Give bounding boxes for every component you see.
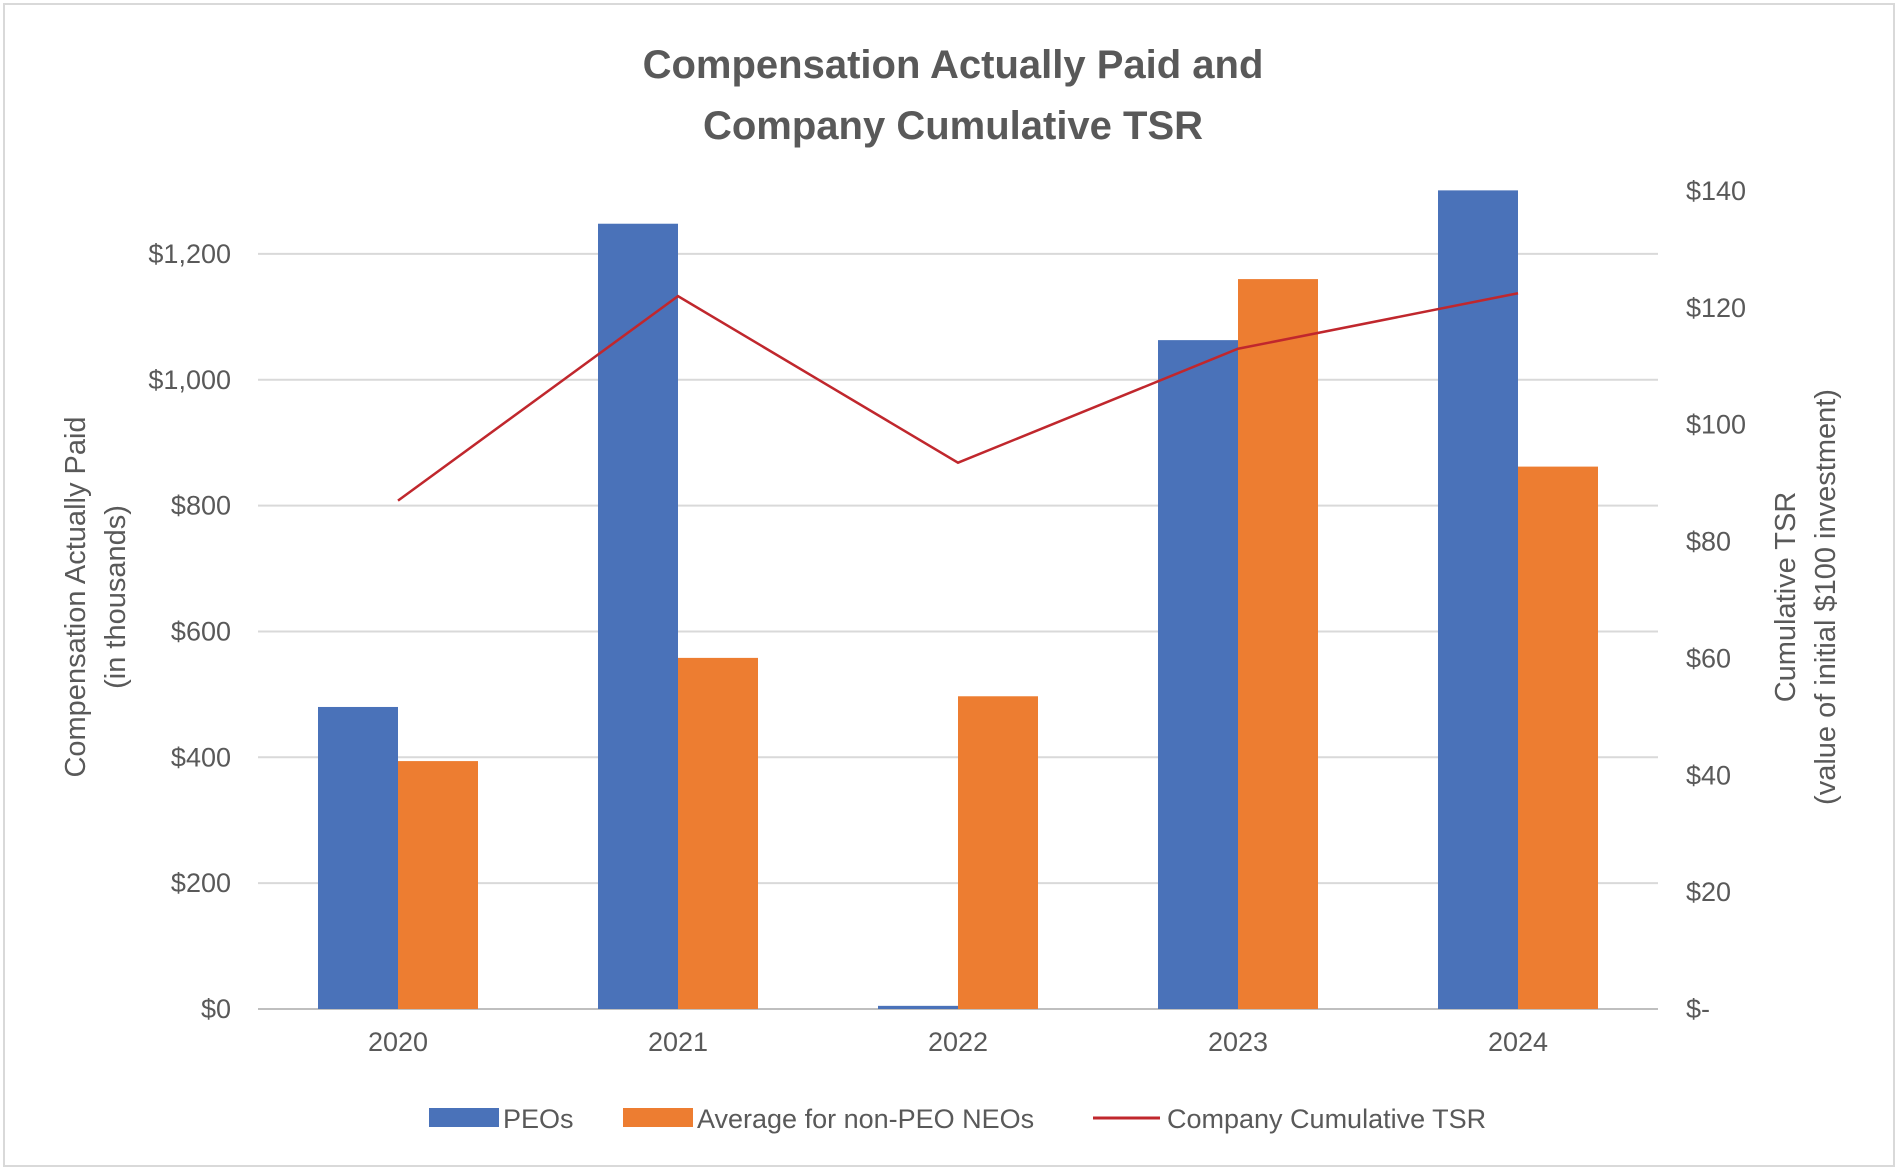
bar-average-for-non-peo-neos-2024 bbox=[1518, 466, 1598, 1009]
compensation-tsr-chart: Compensation Actually Paid and Company C… bbox=[60, 43, 1842, 1134]
legend-label-non-peo-neos: Average for non-PEO NEOs bbox=[697, 1104, 1034, 1134]
right-axis-title-line-1: Cumulative TSR bbox=[1770, 492, 1802, 703]
legend-label-tsr: Company Cumulative TSR bbox=[1167, 1104, 1486, 1134]
bar-average-for-non-peo-neos-2022 bbox=[958, 696, 1038, 1009]
legend-label-peos: PEOs bbox=[503, 1104, 574, 1134]
x-tick-2022: 2022 bbox=[928, 1027, 988, 1057]
bar-average-for-non-peo-neos-2023 bbox=[1238, 279, 1318, 1010]
chart-frame: Compensation Actually Paid and Company C… bbox=[3, 3, 1895, 1167]
left-tick-800: $800 bbox=[171, 491, 231, 521]
left-axis-ticks: $0 $200 $400 $600 $800 $1,000 $1,200 bbox=[148, 239, 231, 1024]
bar-peos-2024 bbox=[1438, 190, 1518, 1009]
x-tick-2024: 2024 bbox=[1488, 1027, 1548, 1057]
chart-title-line-2: Company Cumulative TSR bbox=[703, 104, 1203, 148]
right-tick-80: $80 bbox=[1686, 527, 1731, 557]
left-tick-600: $600 bbox=[171, 616, 231, 646]
bar-peos-2020 bbox=[318, 706, 398, 1009]
legend: PEOs Average for non-PEO NEOs Company Cu… bbox=[429, 1104, 1486, 1134]
bar-peos-2023 bbox=[1158, 340, 1238, 1009]
legend-swatch-non-peo-neos bbox=[623, 1108, 693, 1127]
right-axis-title-line-2: (value of initial $100 investment) bbox=[1810, 389, 1842, 805]
right-tick-0: $- bbox=[1686, 994, 1710, 1024]
bar-average-for-non-peo-neos-2020 bbox=[398, 761, 478, 1009]
right-tick-120: $120 bbox=[1686, 293, 1746, 323]
bars bbox=[318, 190, 1598, 1010]
x-tick-2023: 2023 bbox=[1208, 1027, 1268, 1057]
left-tick-1200: $1,200 bbox=[148, 239, 231, 269]
right-tick-60: $60 bbox=[1686, 643, 1731, 673]
left-tick-400: $400 bbox=[171, 742, 231, 772]
bar-peos-2021 bbox=[598, 223, 678, 1010]
chart-title-line-1: Compensation Actually Paid and bbox=[643, 43, 1264, 87]
right-tick-40: $40 bbox=[1686, 760, 1731, 790]
left-tick-1000: $1,000 bbox=[148, 365, 231, 395]
right-axis-title: Cumulative TSR (value of initial $100 in… bbox=[1770, 389, 1842, 805]
x-axis-ticks: 2020 2021 2022 2023 2024 bbox=[368, 1027, 1548, 1057]
x-tick-2020: 2020 bbox=[368, 1027, 428, 1057]
bar-peos-2022 bbox=[878, 1005, 958, 1009]
right-tick-100: $100 bbox=[1686, 410, 1746, 440]
right-tick-20: $20 bbox=[1686, 877, 1731, 907]
left-axis-title-line-1: Compensation Actually Paid bbox=[60, 416, 92, 777]
right-tick-140: $140 bbox=[1686, 176, 1746, 206]
x-tick-2021: 2021 bbox=[648, 1027, 708, 1057]
bar-average-for-non-peo-neos-2021 bbox=[678, 657, 758, 1009]
right-axis-ticks: $- $20 $40 $60 $80 $100 $120 $140 bbox=[1686, 176, 1746, 1024]
chart-title: Compensation Actually Paid and Company C… bbox=[643, 43, 1264, 148]
left-axis-title-line-2: (in thousands) bbox=[100, 505, 132, 689]
left-tick-200: $200 bbox=[171, 868, 231, 898]
tsr-line bbox=[397, 292, 1519, 502]
tsr-line-layer bbox=[397, 292, 1519, 502]
left-tick-0: $0 bbox=[201, 994, 231, 1024]
legend-swatch-peos bbox=[429, 1108, 499, 1127]
left-axis-title: Compensation Actually Paid (in thousands… bbox=[60, 416, 132, 777]
